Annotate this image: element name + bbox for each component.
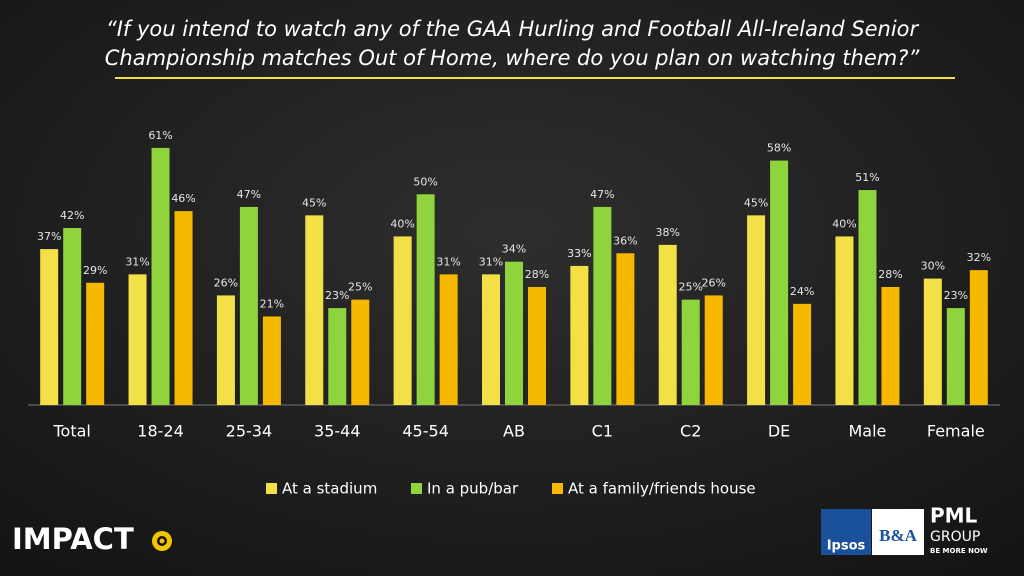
value-label: 40% <box>390 217 414 230</box>
x-tick-label: Female <box>927 422 985 441</box>
value-label: 36% <box>613 234 637 247</box>
bar <box>946 308 965 405</box>
bar <box>770 160 789 405</box>
title-line: “If you intend to watch any of the GAA H… <box>106 17 920 41</box>
x-tick-label: Male <box>849 422 887 441</box>
value-label: 33% <box>567 247 591 260</box>
legend-swatch <box>411 483 422 494</box>
bar <box>858 190 877 405</box>
value-label: 28% <box>525 268 549 281</box>
ipsos-logo <box>821 509 871 555</box>
x-tick-label: 25-34 <box>226 422 273 441</box>
bar <box>747 215 766 405</box>
title-line: Championship matches Out of Home, where … <box>105 46 921 70</box>
bar <box>835 236 854 405</box>
value-label: 24% <box>790 285 814 298</box>
bar <box>262 316 281 405</box>
x-tick-label: AB <box>503 422 525 441</box>
group-text: GROUP <box>930 529 980 545</box>
bar <box>923 278 942 405</box>
bar <box>351 299 370 405</box>
bar <box>505 261 523 405</box>
value-label: 38% <box>656 226 680 239</box>
bar <box>793 303 812 405</box>
x-tick-label: Total <box>52 422 90 441</box>
bar <box>969 270 988 405</box>
bar <box>86 282 105 405</box>
value-label: 29% <box>83 264 107 277</box>
logo-icon <box>159 538 165 544</box>
x-tick-label: 45-54 <box>402 422 449 441</box>
tagline: BE MORE NOW <box>930 547 988 555</box>
value-label: 58% <box>767 142 791 155</box>
bar <box>881 287 900 405</box>
value-label: 37% <box>37 230 61 243</box>
bar <box>40 249 59 405</box>
legend-label: At a stadium <box>282 480 377 498</box>
value-label: 42% <box>60 209 84 222</box>
value-label: 40% <box>832 217 856 230</box>
footer: IMPACT Ipsos B&A PML GROUP BE MORE NOW <box>12 504 988 557</box>
legend: At a stadium In a pub/bar At a family/frie… <box>266 480 756 498</box>
value-label: 28% <box>878 268 902 281</box>
value-label: 26% <box>214 276 238 289</box>
x-tick-label: 18-24 <box>137 422 184 441</box>
bar <box>704 295 723 405</box>
pml-text: PML <box>930 504 978 528</box>
value-label: 32% <box>967 251 991 264</box>
bar <box>528 287 546 405</box>
bar <box>328 308 347 405</box>
bar <box>439 274 458 405</box>
bar <box>216 295 235 405</box>
bar <box>305 215 324 405</box>
value-label: 46% <box>171 192 195 205</box>
value-label: 47% <box>590 188 614 201</box>
bar <box>416 194 435 405</box>
bar <box>482 274 500 405</box>
value-label: 25% <box>348 281 372 294</box>
value-label: 50% <box>413 175 437 188</box>
value-label: 45% <box>302 196 326 209</box>
value-label: 31% <box>436 255 460 268</box>
value-label: 51% <box>855 171 879 184</box>
bar <box>174 211 193 405</box>
value-label: 30% <box>921 260 945 273</box>
ipsos-text: Ipsos <box>827 539 866 554</box>
ba-logo <box>872 509 924 555</box>
x-tick-label: C1 <box>592 422 613 441</box>
bar <box>393 236 412 405</box>
bar <box>63 228 82 405</box>
legend-label: At a family/friends house <box>568 480 756 498</box>
bar <box>658 244 677 405</box>
bar <box>239 206 258 405</box>
value-label: 23% <box>944 289 968 302</box>
x-tick-label: DE <box>768 422 790 441</box>
x-tick-label: C2 <box>680 422 701 441</box>
legend-swatch <box>266 483 277 494</box>
bar <box>593 206 612 405</box>
legend-swatch <box>552 483 563 494</box>
bar <box>570 265 589 405</box>
value-label: 25% <box>679 281 703 294</box>
bar <box>681 299 700 405</box>
ba-text: B&A <box>879 526 918 545</box>
value-label: 26% <box>702 276 726 289</box>
value-label: 23% <box>325 289 349 302</box>
value-label: 21% <box>260 298 284 311</box>
bar <box>151 147 170 405</box>
bar <box>128 274 147 405</box>
value-label: 34% <box>502 243 526 256</box>
value-label: 31% <box>125 255 149 268</box>
value-label: 45% <box>744 196 768 209</box>
impact-logo: IMPACT <box>12 522 134 556</box>
legend-label: In a pub/bar <box>427 480 519 498</box>
value-label: 47% <box>237 188 261 201</box>
x-tick-label: 35-44 <box>314 422 361 441</box>
value-label: 31% <box>479 255 503 268</box>
value-label: 61% <box>148 129 172 142</box>
bar <box>616 253 635 405</box>
